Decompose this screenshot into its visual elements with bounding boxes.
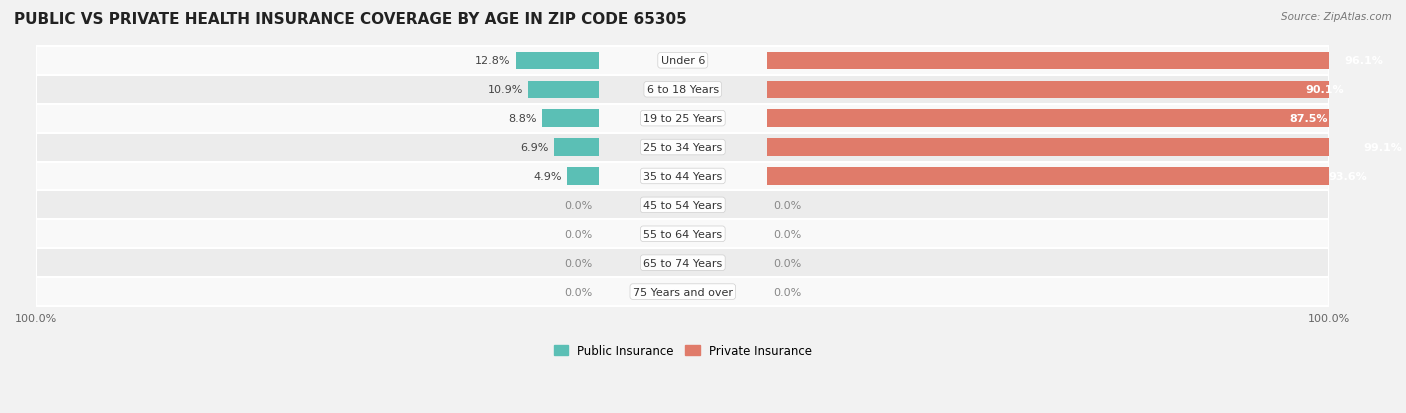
Bar bbox=[529, 81, 599, 99]
Bar bbox=[554, 139, 599, 157]
Bar bbox=[541, 110, 599, 128]
Text: 6 to 18 Years: 6 to 18 Years bbox=[647, 85, 718, 95]
Bar bbox=[37, 191, 1330, 220]
Text: 0.0%: 0.0% bbox=[564, 200, 592, 210]
Text: 0.0%: 0.0% bbox=[773, 200, 801, 210]
Text: 0.0%: 0.0% bbox=[773, 229, 801, 239]
Bar bbox=[37, 220, 1330, 249]
Bar bbox=[766, 110, 1333, 128]
Bar bbox=[37, 249, 1330, 278]
Text: 12.8%: 12.8% bbox=[475, 56, 510, 66]
Text: 0.0%: 0.0% bbox=[564, 258, 592, 268]
Bar bbox=[766, 81, 1350, 99]
Text: 35 to 44 Years: 35 to 44 Years bbox=[643, 171, 723, 182]
Bar bbox=[37, 162, 1330, 191]
Text: 6.9%: 6.9% bbox=[520, 143, 548, 153]
Legend: Public Insurance, Private Insurance: Public Insurance, Private Insurance bbox=[548, 339, 817, 362]
Bar bbox=[567, 168, 599, 185]
Text: 55 to 64 Years: 55 to 64 Years bbox=[643, 229, 723, 239]
Text: 45 to 54 Years: 45 to 54 Years bbox=[643, 200, 723, 210]
Text: 87.5%: 87.5% bbox=[1289, 114, 1327, 124]
Text: 90.1%: 90.1% bbox=[1306, 85, 1344, 95]
Text: 0.0%: 0.0% bbox=[773, 258, 801, 268]
Text: 96.1%: 96.1% bbox=[1344, 56, 1384, 66]
Bar bbox=[766, 168, 1372, 185]
Text: 19 to 25 Years: 19 to 25 Years bbox=[643, 114, 723, 124]
Text: 0.0%: 0.0% bbox=[773, 287, 801, 297]
Text: 8.8%: 8.8% bbox=[508, 114, 537, 124]
Text: Under 6: Under 6 bbox=[661, 56, 704, 66]
Text: Source: ZipAtlas.com: Source: ZipAtlas.com bbox=[1281, 12, 1392, 22]
Text: 10.9%: 10.9% bbox=[488, 85, 523, 95]
Bar bbox=[37, 104, 1330, 133]
Text: 25 to 34 Years: 25 to 34 Years bbox=[643, 143, 723, 153]
Bar bbox=[37, 278, 1330, 306]
Text: 4.9%: 4.9% bbox=[533, 171, 562, 182]
Bar bbox=[37, 76, 1330, 104]
Bar bbox=[37, 133, 1330, 162]
Text: PUBLIC VS PRIVATE HEALTH INSURANCE COVERAGE BY AGE IN ZIP CODE 65305: PUBLIC VS PRIVATE HEALTH INSURANCE COVER… bbox=[14, 12, 686, 27]
Text: 99.1%: 99.1% bbox=[1364, 143, 1403, 153]
Text: 93.6%: 93.6% bbox=[1329, 171, 1367, 182]
Bar bbox=[766, 139, 1406, 157]
Text: 0.0%: 0.0% bbox=[564, 287, 592, 297]
Text: 75 Years and over: 75 Years and over bbox=[633, 287, 733, 297]
Text: 0.0%: 0.0% bbox=[564, 229, 592, 239]
Bar bbox=[516, 52, 599, 70]
Bar bbox=[37, 47, 1330, 76]
Bar bbox=[766, 52, 1388, 70]
Text: 65 to 74 Years: 65 to 74 Years bbox=[643, 258, 723, 268]
